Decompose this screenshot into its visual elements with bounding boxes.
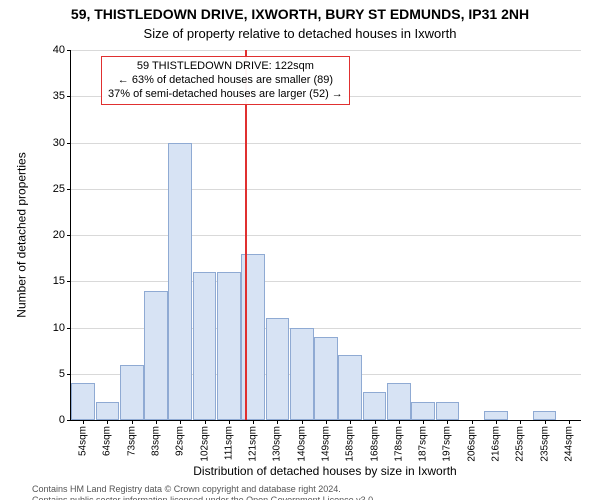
xtick-label: 83sqm bbox=[151, 426, 162, 456]
histogram-bar bbox=[120, 365, 144, 421]
gridline bbox=[71, 143, 581, 144]
xtick-mark bbox=[399, 420, 400, 424]
annotation-line3: 37% of semi-detached houses are larger (… bbox=[108, 88, 343, 102]
xtick-label: 140sqm bbox=[296, 426, 307, 462]
xtick-label: 130sqm bbox=[272, 426, 283, 462]
xtick-mark bbox=[375, 420, 376, 424]
xtick-mark bbox=[472, 420, 473, 424]
xtick-label: 158sqm bbox=[345, 426, 356, 462]
histogram-bar bbox=[144, 291, 168, 421]
histogram-bar bbox=[314, 337, 338, 420]
xtick-label: 64sqm bbox=[102, 426, 113, 456]
ytick-mark bbox=[67, 143, 71, 144]
xtick-mark bbox=[253, 420, 254, 424]
annotation-line2: ← 63% of detached houses are smaller (89… bbox=[108, 74, 343, 88]
xtick-mark bbox=[496, 420, 497, 424]
gridline bbox=[71, 50, 581, 51]
ytick-mark bbox=[67, 235, 71, 236]
xtick-label: 111sqm bbox=[223, 426, 234, 460]
xtick-label: 225sqm bbox=[515, 426, 526, 462]
histogram-bar bbox=[168, 143, 192, 421]
xtick-mark bbox=[569, 420, 570, 424]
xtick-mark bbox=[423, 420, 424, 424]
xtick-label: 73sqm bbox=[126, 426, 137, 456]
y-axis-title: Number of detached properties bbox=[14, 50, 30, 420]
footer-line1: Contains HM Land Registry data © Crown c… bbox=[32, 484, 600, 495]
xtick-mark bbox=[83, 420, 84, 424]
xtick-label: 216sqm bbox=[491, 426, 502, 462]
ytick-mark bbox=[67, 189, 71, 190]
xtick-mark bbox=[132, 420, 133, 424]
xtick-label: 206sqm bbox=[466, 426, 477, 462]
xtick-mark bbox=[205, 420, 206, 424]
histogram-bar bbox=[96, 402, 120, 421]
footer: Contains HM Land Registry data © Crown c… bbox=[0, 484, 600, 500]
ytick-label: 30 bbox=[53, 137, 65, 149]
gridline bbox=[71, 235, 581, 236]
ytick-label: 10 bbox=[53, 322, 65, 334]
ytick-label: 35 bbox=[53, 90, 65, 102]
ytick-label: 25 bbox=[53, 183, 65, 195]
xtick-label: 197sqm bbox=[442, 426, 453, 462]
gridline bbox=[71, 281, 581, 282]
xtick-label: 168sqm bbox=[369, 426, 380, 462]
ytick-mark bbox=[67, 420, 71, 421]
histogram-bar bbox=[290, 328, 314, 421]
ytick-label: 20 bbox=[53, 229, 65, 241]
annotation-line1: 59 THISTLEDOWN DRIVE: 122sqm bbox=[108, 60, 343, 74]
ytick-mark bbox=[67, 374, 71, 375]
footer-line2: Contains public sector information licen… bbox=[32, 495, 600, 500]
ytick-label: 5 bbox=[59, 368, 65, 380]
histogram-bar bbox=[436, 402, 460, 421]
xtick-mark bbox=[326, 420, 327, 424]
xtick-mark bbox=[545, 420, 546, 424]
xtick-label: 54sqm bbox=[78, 426, 89, 456]
xtick-label: 235sqm bbox=[539, 426, 550, 462]
histogram-bar bbox=[266, 318, 290, 420]
x-axis-title: Distribution of detached houses by size … bbox=[70, 464, 580, 478]
histogram-bar bbox=[338, 355, 362, 420]
histogram-bar bbox=[533, 411, 557, 420]
ytick-label: 15 bbox=[53, 275, 65, 287]
reference-line bbox=[245, 50, 247, 420]
xtick-label: 244sqm bbox=[563, 426, 574, 462]
ytick-mark bbox=[67, 281, 71, 282]
histogram-bar bbox=[411, 402, 435, 421]
xtick-mark bbox=[350, 420, 351, 424]
xtick-mark bbox=[447, 420, 448, 424]
histogram-bar bbox=[484, 411, 508, 420]
histogram-bar bbox=[387, 383, 411, 420]
ytick-mark bbox=[67, 96, 71, 97]
xtick-label: 121sqm bbox=[248, 426, 259, 462]
xtick-mark bbox=[520, 420, 521, 424]
gridline bbox=[71, 189, 581, 190]
xtick-mark bbox=[229, 420, 230, 424]
histogram-bar bbox=[217, 272, 241, 420]
plot-area: 051015202530354054sqm64sqm73sqm83sqm92sq… bbox=[70, 50, 581, 421]
chart-container: 59, THISTLEDOWN DRIVE, IXWORTH, BURY ST … bbox=[0, 0, 600, 500]
title-main: 59, THISTLEDOWN DRIVE, IXWORTH, BURY ST … bbox=[0, 6, 600, 22]
histogram-bar bbox=[363, 392, 387, 420]
xtick-label: 178sqm bbox=[393, 426, 404, 462]
histogram-bar bbox=[71, 383, 95, 420]
annotation-box: 59 THISTLEDOWN DRIVE: 122sqm ← 63% of de… bbox=[101, 56, 350, 105]
ytick-label: 40 bbox=[53, 44, 65, 56]
xtick-label: 102sqm bbox=[199, 426, 210, 462]
histogram-bar bbox=[193, 272, 217, 420]
title-sub: Size of property relative to detached ho… bbox=[0, 26, 600, 41]
ytick-mark bbox=[67, 328, 71, 329]
xtick-label: 149sqm bbox=[321, 426, 332, 462]
xtick-mark bbox=[107, 420, 108, 424]
xtick-mark bbox=[277, 420, 278, 424]
xtick-mark bbox=[180, 420, 181, 424]
xtick-label: 92sqm bbox=[175, 426, 186, 456]
xtick-mark bbox=[156, 420, 157, 424]
xtick-mark bbox=[302, 420, 303, 424]
ytick-mark bbox=[67, 50, 71, 51]
ytick-label: 0 bbox=[59, 414, 65, 426]
xtick-label: 187sqm bbox=[418, 426, 429, 462]
